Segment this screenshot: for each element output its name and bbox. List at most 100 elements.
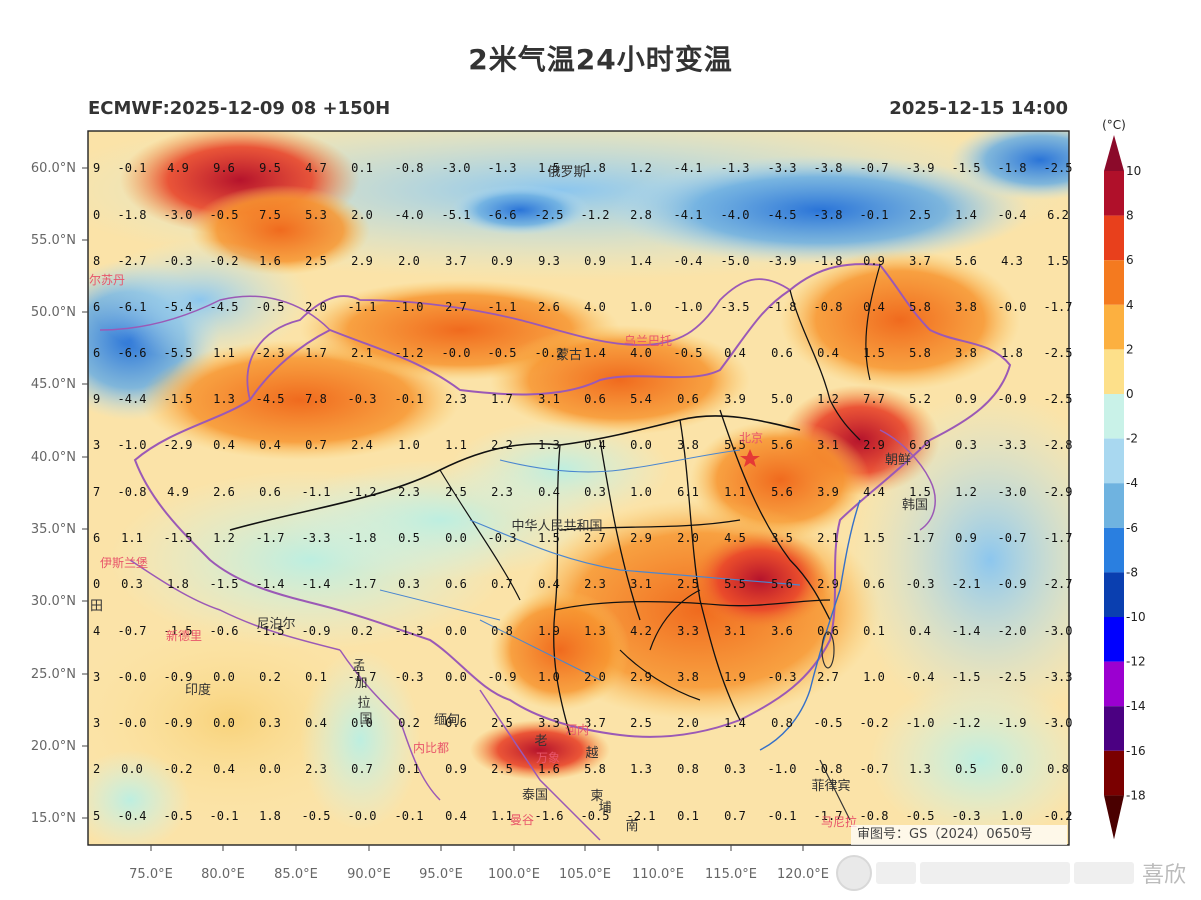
grid-value: -1.8 (348, 531, 377, 545)
grid-value: 7.7 (863, 392, 885, 406)
colorbar-segment (1104, 171, 1124, 216)
grid-value: 5.0 (771, 392, 793, 406)
lon-tick-label: 115.0°E (705, 867, 757, 882)
grid-value: 2.7 (445, 300, 467, 314)
latitude-axis: 60.0°N 55.0°N 50.0°N 45.0°N 40.0°N 35.0°N 30.0… (31, 161, 88, 826)
grid-value: 1.4 (955, 208, 977, 222)
grid-value: -0.8 (814, 762, 843, 776)
grid-value: 6.9 (909, 438, 931, 452)
grid-value: -2.3 (256, 346, 285, 360)
longitude-axis: 75.0°E 80.0°E 85.0°E 90.0°E 95.0°E 100.0°E 105… (129, 845, 829, 882)
grid-value: 0.4 (584, 438, 606, 452)
grid-value: 1.0 (863, 670, 885, 684)
grid-value: -0.8 (814, 300, 843, 314)
grid-value: -1.5 (256, 624, 285, 638)
grid-value: 2.7 (584, 531, 606, 545)
grid-value: 0.2 (259, 670, 281, 684)
grid-value: -0.4 (118, 809, 147, 823)
grid-value: 2.8 (630, 208, 652, 222)
grid-value: 2.0 (677, 716, 699, 730)
grid-value: 2.3 (584, 577, 606, 591)
place-label-vietnam: 越 (585, 746, 598, 761)
grid-value: 3.9 (817, 485, 839, 499)
grid-value: -0.3 (952, 809, 981, 823)
grid-value: 2.9 (863, 438, 885, 452)
watermark-logo-icon (836, 855, 872, 891)
colorbar-segment (1104, 661, 1124, 707)
lon-tick-label: 105.0°E (559, 867, 611, 882)
grid-value: -2.5 (998, 670, 1027, 684)
colorbar-segment (1104, 572, 1124, 617)
grid-value: -1.8 (768, 300, 797, 314)
grid-value: 9.3 (538, 254, 560, 268)
grid-value: 2.6 (538, 300, 560, 314)
grid-value: 0.6 (863, 577, 885, 591)
grid-value: 1.1 (445, 438, 467, 452)
grid-value: 1.8 (1001, 346, 1023, 360)
colorbar-segment (1104, 215, 1124, 261)
grid-value: 0.4 (259, 438, 281, 452)
grid-value: -4.1 (674, 208, 703, 222)
grid-value: -0.1 (860, 208, 889, 222)
grid-value: 0.6 (817, 624, 839, 638)
grid-value: -3.9 (768, 254, 797, 268)
grid-value: -1.8 (998, 161, 1027, 175)
grid-value: -0.9 (164, 716, 193, 730)
colorbar-tick-label: -6 (1126, 521, 1138, 535)
grid-value: 0.9 (955, 531, 977, 545)
grid-value: -4.4 (118, 392, 147, 406)
grid-value: -0.0 (118, 670, 147, 684)
grid-value: 1.0 (630, 485, 652, 499)
grid-value: 0.1 (863, 624, 885, 638)
colorbar-tick-label: 10 (1126, 164, 1141, 178)
grid-value: 5.6 (771, 438, 793, 452)
grid-value: 3.7 (909, 254, 931, 268)
place-label-bangladesh-1: 孟 (352, 659, 365, 674)
grid-value: -5.4 (164, 300, 193, 314)
place-label-mongolia: 蒙古 (556, 348, 582, 363)
grid-value: -0.8 (395, 161, 424, 175)
lon-tick-label: 110.0°E (632, 867, 684, 882)
grid-value: -0.8 (118, 485, 147, 499)
grid-value: 1.2 (213, 531, 235, 545)
colorbar-segment (1104, 617, 1124, 662)
grid-value: -2.1 (952, 577, 981, 591)
grid-value: -1.7 (348, 577, 377, 591)
grid-value: -0.0 (118, 716, 147, 730)
grid-value: -2.7 (1044, 577, 1073, 591)
grid-value: 0.4 (863, 300, 885, 314)
place-label-vientiane: 万象 (536, 751, 560, 765)
grid-value: 1.2 (817, 392, 839, 406)
grid-value: 0.0 (630, 438, 652, 452)
grid-value: 0.8 (677, 762, 699, 776)
grid-value: -1.6 (535, 809, 564, 823)
grid-value: 0.5 (398, 531, 420, 545)
grid-value: 0.4 (538, 577, 560, 591)
grid-value: 2.0 (398, 254, 420, 268)
grid-value: -3.9 (906, 161, 935, 175)
grid-value: 0.8 (491, 624, 513, 638)
grid-value: -0.4 (674, 254, 703, 268)
lat-tick-label: 20.0°N (31, 739, 76, 754)
grid-value: 2.3 (491, 485, 513, 499)
lat-tick-label: 55.0°N (31, 233, 76, 248)
colorbar-tick-label: 4 (1126, 298, 1134, 312)
grid-value: -4.0 (395, 208, 424, 222)
grid-value: -0.8 (860, 809, 889, 823)
grid-value: -0.0 (998, 300, 1027, 314)
grid-value: -3.0 (998, 485, 1027, 499)
grid-value: 5.6 (955, 254, 977, 268)
grid-value: -5.0 (721, 254, 750, 268)
grid-value: 1.3 (909, 762, 931, 776)
grid-value: -3.8 (814, 208, 843, 222)
grid-value: -0.5 (256, 300, 285, 314)
grid-value: 4.2 (630, 624, 652, 638)
grid-value: -0.5 (674, 346, 703, 360)
place-label-india: 印度 (185, 682, 211, 698)
place-label-manila: 马尼拉 (821, 814, 857, 829)
grid-value: 0.3 (121, 577, 143, 591)
grid-value: -6.1 (118, 300, 147, 314)
grid-value: 0.5 (955, 762, 977, 776)
grid-value: 2.5 (677, 577, 699, 591)
grid-value: 4.0 (630, 346, 652, 360)
